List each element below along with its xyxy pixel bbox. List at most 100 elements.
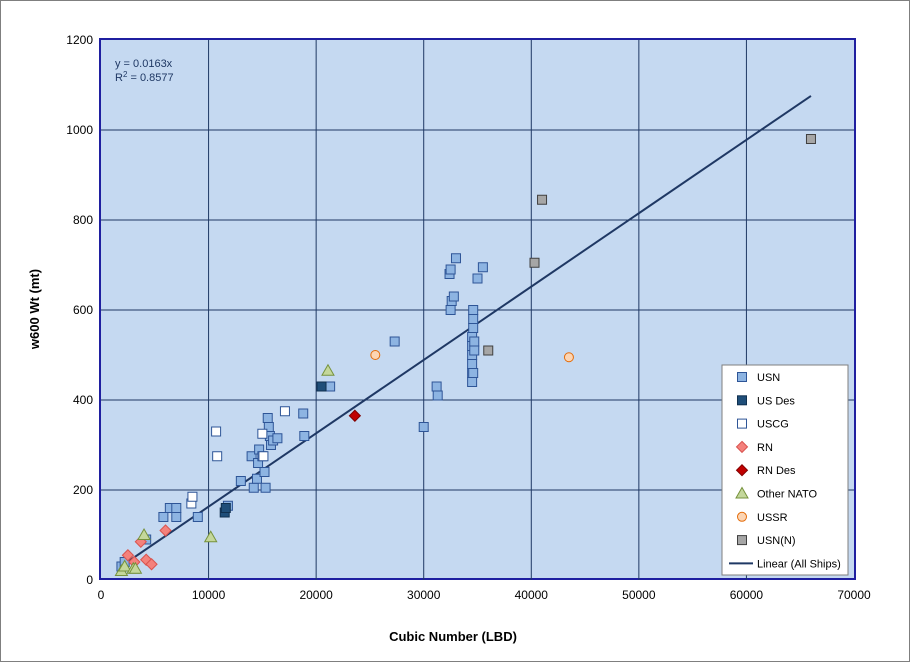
series-usn-n- (483, 134, 816, 356)
y-tick-label: 1200 (66, 33, 93, 47)
data-point (389, 336, 400, 347)
data-point (121, 549, 135, 562)
data-point (445, 264, 456, 275)
legend-label: Linear (All Ships) (757, 558, 841, 570)
data-point (477, 262, 488, 273)
data-point (370, 350, 381, 360)
data-point (325, 381, 336, 392)
data-point (483, 345, 494, 356)
data-point (445, 305, 456, 315)
data-point (529, 257, 540, 268)
y-axis-title: w600 Wt (mt) (27, 269, 42, 350)
legend-marker (735, 463, 749, 477)
x-tick-label: 20000 (299, 588, 333, 602)
y-tick-label: 800 (73, 213, 93, 227)
data-point (316, 381, 327, 392)
data-point (248, 482, 259, 493)
data-point (260, 482, 271, 493)
data-point (145, 558, 158, 571)
data-points (114, 134, 816, 576)
x-tick-label: 70000 (837, 588, 871, 602)
data-point (468, 314, 479, 324)
data-point (321, 363, 335, 376)
trend-r-squared: R2 = 0.8577 (115, 70, 174, 84)
data-point (469, 345, 480, 356)
series-rn-des (348, 409, 362, 422)
data-point (246, 451, 257, 462)
legend-marker (735, 486, 749, 499)
y-tick-label: 200 (73, 483, 93, 497)
data-point (137, 527, 151, 540)
data-point (259, 467, 270, 477)
legend-label: USCG (757, 419, 789, 431)
legend-marker (737, 535, 747, 546)
data-point (299, 431, 310, 441)
data-point (262, 413, 273, 423)
data-point (258, 451, 269, 462)
legend-label: RN (757, 442, 773, 454)
data-point (192, 512, 203, 522)
data-point (117, 559, 132, 572)
data-point (235, 476, 246, 486)
legend-label: USN(N) (757, 535, 796, 547)
data-point (468, 305, 479, 315)
legend-label: Other NATO (757, 489, 818, 501)
data-point (432, 390, 443, 401)
data-point (467, 359, 478, 369)
data-point (431, 381, 442, 392)
data-point (805, 134, 816, 144)
y-tick-label: 1000 (66, 123, 93, 137)
data-point (220, 503, 231, 513)
legend-marker (737, 372, 747, 382)
data-point (128, 561, 143, 574)
legend: USN US Des USCG RN RN Des Other NATO USSR USN(N… (721, 364, 849, 576)
data-point (279, 406, 290, 417)
data-point (298, 408, 309, 419)
legend-label: US Des (757, 395, 795, 407)
data-point (472, 273, 483, 284)
legend-items: USN US Des USCG RN RN Des Other NATO USSR USN(N… (729, 372, 841, 570)
y-tick-label: 0 (86, 573, 93, 587)
data-point (272, 433, 283, 444)
data-point (257, 428, 268, 439)
y-tick-label: 400 (73, 393, 93, 407)
tick-labels: 0 10000 20000 30000 40000 50000 60000 70000 0 200… (66, 33, 871, 602)
data-point (468, 323, 479, 333)
x-tick-label: 40000 (515, 588, 549, 602)
series-uscg (186, 406, 290, 509)
series-rn (121, 524, 172, 571)
legend-marker (737, 418, 747, 429)
x-axis-title: Cubic Number (LBD) (389, 629, 517, 644)
data-point (171, 503, 182, 513)
r-squared-value: = 0.8577 (127, 72, 173, 84)
legend-marker (737, 511, 747, 522)
data-point (448, 291, 459, 302)
trendline (119, 95, 812, 568)
legend-label: RN Des (757, 465, 796, 477)
data-point (171, 512, 182, 522)
data-point (251, 473, 262, 484)
legend-label: USN (757, 372, 780, 384)
data-point (468, 368, 479, 378)
data-point (467, 377, 478, 387)
r-squared-prefix: R (115, 72, 123, 84)
x-tick-label: 50000 (622, 588, 656, 602)
data-point (158, 512, 169, 522)
x-tick-label: 60000 (730, 588, 764, 602)
series-other-nato (114, 363, 335, 576)
x-tick-label: 10000 (192, 588, 226, 602)
data-point (450, 253, 461, 264)
data-point (211, 426, 222, 437)
data-point (203, 530, 218, 543)
data-point (348, 409, 362, 422)
x-tick-label: 0 (98, 588, 105, 602)
legend-label: USSR (757, 512, 788, 524)
data-point (418, 422, 429, 432)
data-point (469, 336, 480, 347)
y-tick-label: 600 (73, 303, 93, 317)
trend-equation: y = 0.0163x (115, 58, 173, 70)
data-point (537, 194, 548, 205)
x-tick-label: 30000 (407, 588, 441, 602)
data-point (187, 491, 198, 502)
